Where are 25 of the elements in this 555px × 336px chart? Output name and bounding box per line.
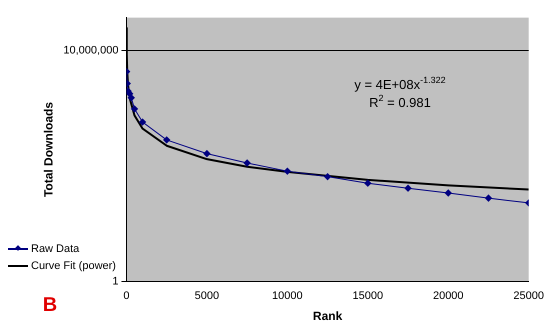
x-tick-label: 5000	[194, 290, 220, 302]
x-tick-label: 0	[123, 290, 130, 302]
legend-label: Raw Data	[31, 242, 80, 254]
x-tick-label: 25000	[513, 290, 544, 302]
y-tick-label: 1	[112, 275, 118, 288]
x-axis-title: Rank	[312, 309, 343, 324]
point	[203, 150, 210, 158]
point	[163, 136, 170, 144]
point	[444, 189, 452, 196]
x-tick-label: 20000	[432, 290, 464, 302]
point	[131, 105, 138, 112]
point	[324, 173, 332, 180]
y-tick-label: 10,000,000	[63, 44, 118, 57]
x-tick-label: 15000	[352, 290, 384, 302]
point	[404, 184, 412, 192]
point	[484, 194, 492, 202]
y-axis-title: Total Downloads	[42, 102, 56, 198]
point	[244, 159, 251, 166]
text: B	[42, 294, 58, 316]
x-tick-label: 10000	[272, 290, 303, 302]
point	[364, 180, 372, 187]
legend-label: Curve Fit (power)	[31, 260, 116, 272]
point	[128, 94, 135, 102]
point	[284, 168, 291, 175]
point	[139, 118, 146, 126]
